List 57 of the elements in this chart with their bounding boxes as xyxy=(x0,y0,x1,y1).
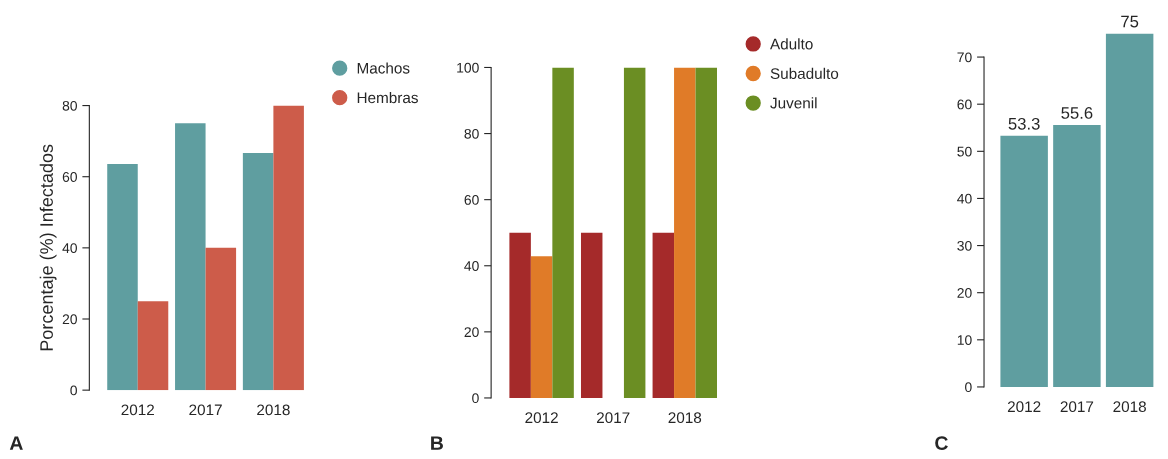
bar xyxy=(580,232,603,398)
legend-label: Adulto xyxy=(770,38,813,50)
y-tick-label: 70 xyxy=(957,52,972,63)
data-label: 55.6 xyxy=(1061,107,1093,119)
bar xyxy=(137,301,169,391)
bar xyxy=(552,67,574,398)
x-tick-label: 2018 xyxy=(257,404,290,416)
legend-label: Machos xyxy=(357,62,410,74)
y-tick-label: 50 xyxy=(957,146,972,157)
y-tick-label: 40 xyxy=(62,243,77,254)
y-tick-label: 60 xyxy=(957,99,972,110)
x-tick-label: 2012 xyxy=(525,412,558,424)
x-tick-label: 2012 xyxy=(1007,401,1041,413)
y-tick-label: 40 xyxy=(957,193,972,204)
x-tick-label: 2017 xyxy=(189,404,222,416)
data-label: 53.3 xyxy=(1008,117,1040,130)
bar xyxy=(1000,135,1048,387)
y-tick-label: 0 xyxy=(965,382,972,393)
y-tick-label: 0 xyxy=(70,385,77,396)
text: A xyxy=(9,436,23,450)
text: B xyxy=(431,436,443,450)
y-tick-label: 40 xyxy=(464,261,479,271)
bar xyxy=(652,232,675,398)
bar xyxy=(623,67,646,398)
x-tick-label: 2018 xyxy=(1113,401,1146,413)
bar xyxy=(205,247,237,391)
y-tick-label: 60 xyxy=(62,172,77,182)
y-tick-label: 100 xyxy=(457,62,479,73)
bar xyxy=(530,256,553,398)
bar xyxy=(242,152,274,391)
bar xyxy=(107,163,138,391)
x-tick-label: 2012 xyxy=(121,404,154,416)
y-tick-label: 20 xyxy=(464,327,479,338)
bar xyxy=(175,123,206,391)
y-tick-label: 30 xyxy=(957,240,972,251)
bar xyxy=(509,232,531,398)
y-axis-title: Porcentaje (%) Infectados xyxy=(39,144,57,351)
legend-label: Hembras xyxy=(357,91,418,104)
bar xyxy=(1105,33,1154,387)
y-tick-label: 80 xyxy=(62,100,77,111)
bar xyxy=(695,67,717,398)
bar xyxy=(674,67,696,398)
x-tick-label: 2017 xyxy=(596,412,630,424)
x-tick-label: 2018 xyxy=(668,412,702,424)
y-tick-label: 80 xyxy=(464,128,479,139)
y-tick-label: 10 xyxy=(957,335,972,345)
text: C xyxy=(935,436,948,451)
y-tick-label: 20 xyxy=(62,314,77,325)
legend-label: Subadulto xyxy=(770,67,839,79)
x-tick-label: 2017 xyxy=(1060,401,1094,413)
y-tick-label: 20 xyxy=(957,288,972,298)
y-tick-label: 60 xyxy=(464,195,479,205)
legend-label: Juvenil xyxy=(770,97,817,109)
y-tick-label: 0 xyxy=(472,393,479,404)
bar xyxy=(1053,124,1101,387)
bar xyxy=(273,105,304,391)
data-label: 75 xyxy=(1121,15,1139,28)
